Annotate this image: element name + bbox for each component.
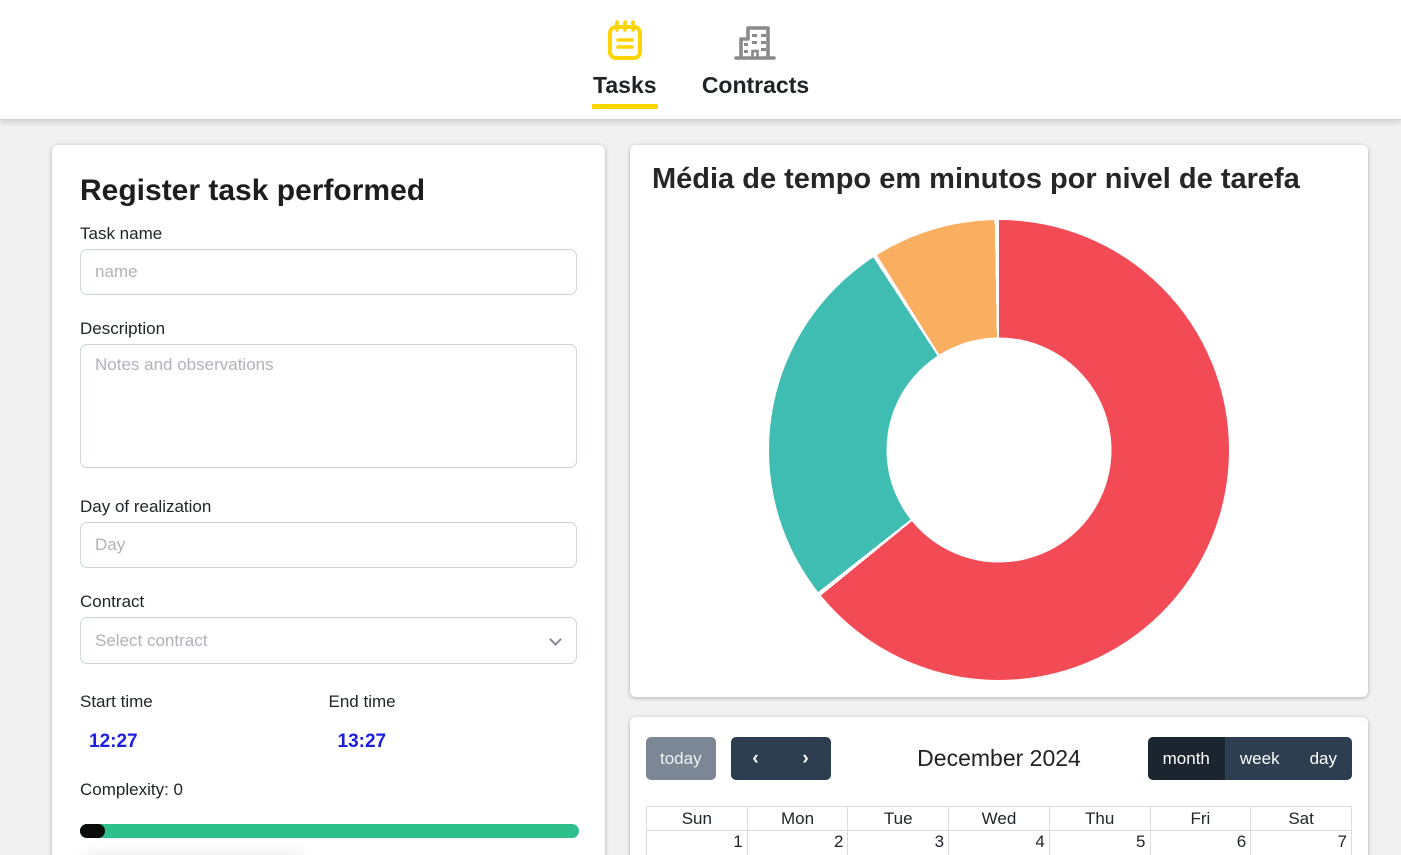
complexity-slider[interactable] xyxy=(80,824,579,838)
contract-select-placeholder: Select contract xyxy=(95,630,208,650)
task-name-input[interactable] xyxy=(80,249,577,295)
calendar-today-button[interactable]: today xyxy=(646,737,716,780)
chevron-down-icon xyxy=(549,633,562,646)
doughnut-hole xyxy=(886,337,1112,563)
day-input[interactable] xyxy=(80,522,577,568)
form-title: Register task performed xyxy=(80,174,426,207)
calendar-next-button[interactable]: › xyxy=(780,737,831,780)
calendar-view-day-button[interactable]: day xyxy=(1294,737,1352,780)
calendar-day-cell[interactable]: 4 xyxy=(948,830,1050,855)
weekday-header: Sun xyxy=(646,806,748,831)
calendar-day-cell[interactable]: 2 xyxy=(746,830,849,855)
calendar-day-cell[interactable]: 3 xyxy=(847,830,950,855)
register-task-card: Register task performed Task name Descri… xyxy=(52,145,605,855)
doughnut-chart-wrap xyxy=(769,220,1229,681)
complexity-label: Complexity: 0 xyxy=(80,780,183,799)
start-time-picker[interactable]: 12:27 xyxy=(89,731,138,752)
description-textarea[interactable] xyxy=(80,344,577,468)
day-label: Day of realization xyxy=(80,497,212,516)
chart-title: Média de tempo em minutos por nivel de t… xyxy=(652,163,1300,195)
calendar-card: today ‹ › December 2024 month week day S… xyxy=(630,717,1368,855)
description-label: Description xyxy=(80,319,166,338)
task-name-label: Task name xyxy=(80,224,163,243)
contracts-building-icon xyxy=(731,16,779,66)
calendar-day-cell[interactable]: 1 xyxy=(646,830,748,855)
calendar-view-month-button[interactable]: month xyxy=(1147,737,1225,780)
calendar-toolbar: today ‹ › December 2024 month week day xyxy=(646,737,1352,780)
active-tab-underline xyxy=(591,104,658,109)
tasks-notepad-icon xyxy=(601,16,649,66)
tab-tasks[interactable]: Tasks xyxy=(591,16,658,109)
calendar-day-cell[interactable]: 5 xyxy=(1048,830,1151,855)
calendar-view-switcher: month week day xyxy=(1147,737,1352,780)
weekday-header: Sat xyxy=(1250,806,1352,831)
calendar-day-cell[interactable]: 7 xyxy=(1250,830,1352,855)
calendar-grid: Sun Mon Tue Wed Thu Fri Sat 1 2 3 4 5 6 … xyxy=(646,806,1352,855)
calendar-day-cell[interactable]: 6 xyxy=(1149,830,1252,855)
weekday-header: Thu xyxy=(1048,806,1151,831)
chart-card: Média de tempo em minutos por nivel de t… xyxy=(630,145,1368,697)
calendar-nav-group: ‹ › xyxy=(730,737,831,780)
top-nav: Tasks Contracts xyxy=(0,0,1401,119)
tab-contracts-label: Contracts xyxy=(701,72,810,98)
weekday-header: Tue xyxy=(847,806,950,831)
tab-contracts[interactable]: Contracts xyxy=(702,16,809,99)
calendar-prev-button[interactable]: ‹ xyxy=(730,737,781,780)
contract-select[interactable]: Select contract xyxy=(80,617,577,664)
end-time-picker[interactable]: 13:27 xyxy=(337,731,387,752)
weekday-header: Wed xyxy=(948,806,1050,831)
calendar-view-week-button[interactable]: week xyxy=(1224,737,1295,780)
tab-tasks-label: Tasks xyxy=(593,72,657,98)
complexity-slider-thumb[interactable] xyxy=(80,824,105,838)
contract-label: Contract xyxy=(80,592,145,611)
start-time-label: Start time xyxy=(80,692,153,711)
weekday-header: Fri xyxy=(1149,806,1252,831)
end-time-label: End time xyxy=(328,692,396,711)
weekday-header: Mon xyxy=(746,806,849,831)
time-row: Start time 12:27 End time 13:27 xyxy=(80,692,577,753)
